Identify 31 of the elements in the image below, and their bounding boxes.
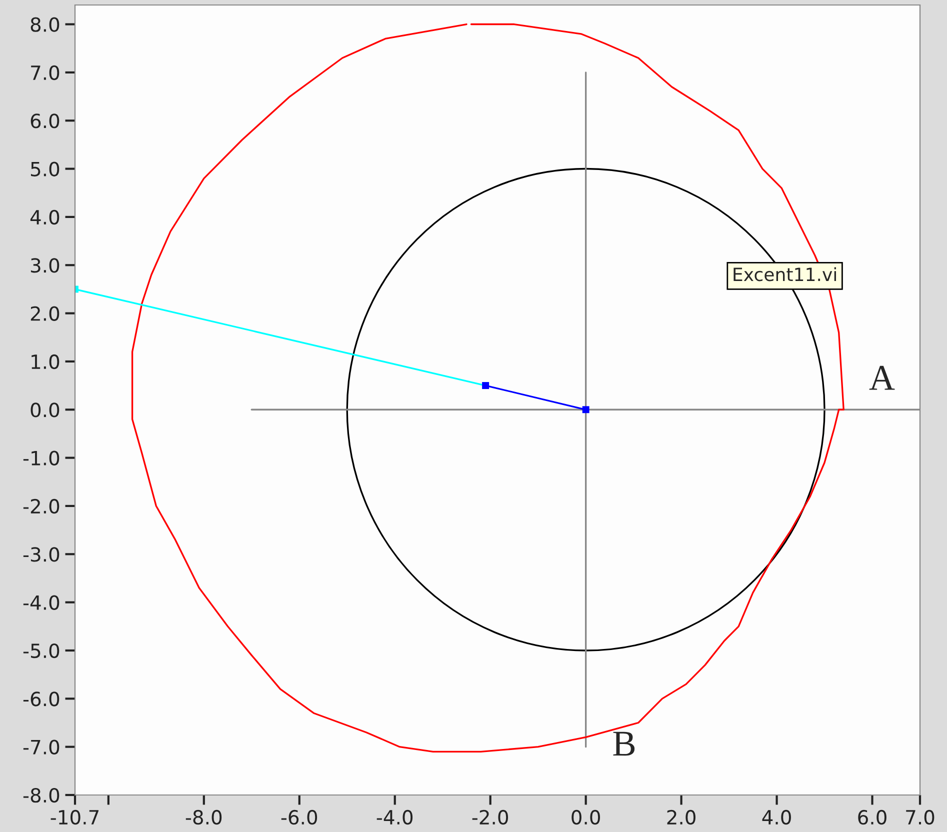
y-tick-label: 1.0 <box>32 354 60 370</box>
y-tick-label: -5.0 <box>23 643 60 658</box>
y-tick-label: -6.0 <box>23 692 60 706</box>
x-tick-label: -8.0 <box>186 810 222 825</box>
y-tick-label: -8.0 <box>23 788 60 803</box>
x-tick-label: -6.0 <box>281 810 318 825</box>
x-tick-label: 4.0 <box>762 810 791 825</box>
y-tick-label: 3.0 <box>30 258 60 273</box>
y-tick-label: 6.0 <box>30 114 60 128</box>
x-tick-label: -10.7 <box>50 810 98 825</box>
y-tick-label: -4.0 <box>23 595 60 610</box>
y-tick-label: 7.0 <box>31 65 60 80</box>
y-tick-label: 2.0 <box>30 306 60 321</box>
x-tick-label: 2.0 <box>667 810 696 825</box>
x-tick-label: 6.0 <box>858 810 886 825</box>
point <box>582 406 590 414</box>
x-tick-label: -4.0 <box>376 810 413 825</box>
y-tick-label: 0.0 <box>30 402 60 418</box>
x-tick-label: -2.0 <box>472 810 508 825</box>
y-tick-label: -3.0 <box>23 547 60 562</box>
annotation: Excent11.vi <box>734 267 836 282</box>
y-tick-label: -1.0 <box>23 450 60 466</box>
y-tick-label: 4.0 <box>30 210 60 225</box>
annotation: A <box>869 366 895 390</box>
x-tick-label: 7.0 <box>906 810 934 825</box>
y-tick-label: -7.0 <box>23 740 60 754</box>
y-tick-label: 8.0 <box>30 17 60 32</box>
annotation: B <box>613 732 635 756</box>
x-tick-label: 0.0 <box>572 810 600 825</box>
y-tick-label: 5.0 <box>30 162 60 176</box>
y-tick-label: -2.0 <box>23 498 60 514</box>
